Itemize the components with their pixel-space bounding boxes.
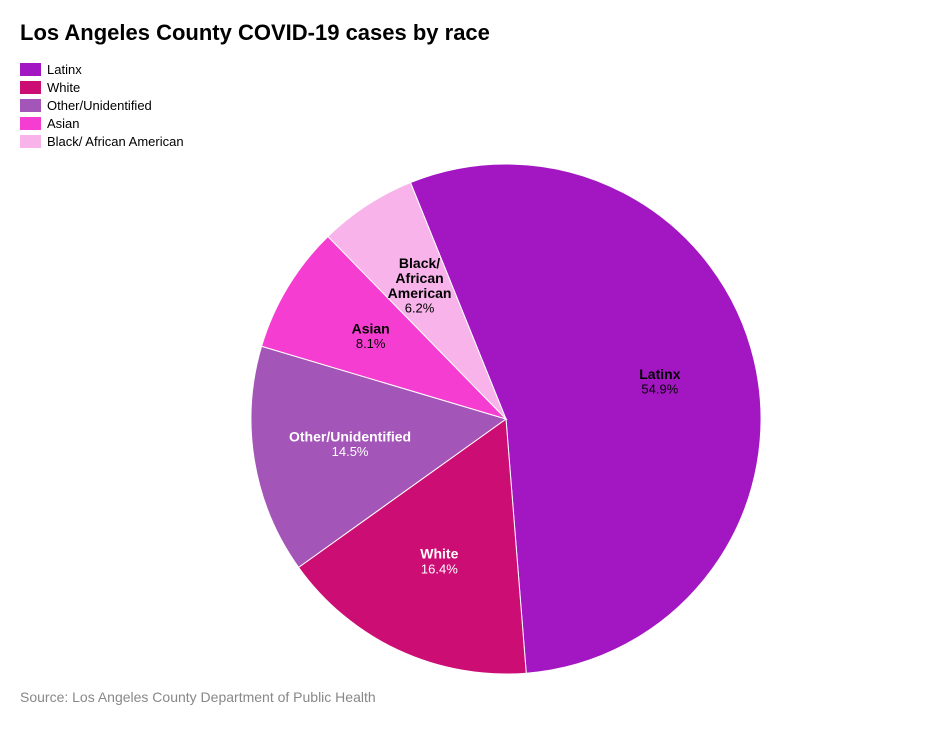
pie-chart: Latinx54.9%White16.4%Other/Unidentified1… [20,159,932,679]
slice-percentage: 54.9% [641,382,678,397]
legend-label: Latinx [47,62,82,77]
slice-label: White [420,546,458,562]
legend-label: Other/Unidentified [47,98,152,113]
legend-swatch [20,99,41,112]
legend-swatch [20,135,41,148]
legend-label: Asian [47,116,80,131]
slice-label: Asian [352,320,390,336]
slice-percentage: 6.2% [405,301,435,316]
slice-label: Other/Unidentified [289,428,411,444]
legend-item: White [20,80,932,95]
slice-label-group: White16.4% [420,546,458,577]
slice-label-group: Asian8.1% [352,320,390,351]
legend-item: Other/Unidentified [20,98,932,113]
legend-item: Black/ African American [20,134,932,149]
slice-percentage: 14.5% [332,444,369,459]
legend-item: Latinx [20,62,932,77]
chart-title: Los Angeles County COVID-19 cases by rac… [20,20,932,46]
slice-label: African [395,270,443,286]
legend-swatch [20,117,41,130]
legend-label: Black/ African American [47,134,184,149]
slice-label: American [388,285,452,301]
source-attribution: Source: Los Angeles County Department of… [20,689,932,705]
slice-percentage: 8.1% [356,336,386,351]
slice-label: Latinx [639,366,680,382]
slice-percentage: 16.4% [421,561,458,576]
slice-label-group: Latinx54.9% [639,366,680,397]
legend: Latinx White Other/Unidentified Asian Black/… [20,62,932,149]
legend-swatch [20,81,41,94]
legend-swatch [20,63,41,76]
legend-label: White [47,80,80,95]
legend-item: Asian [20,116,932,131]
slice-label: Black/ [399,255,440,271]
